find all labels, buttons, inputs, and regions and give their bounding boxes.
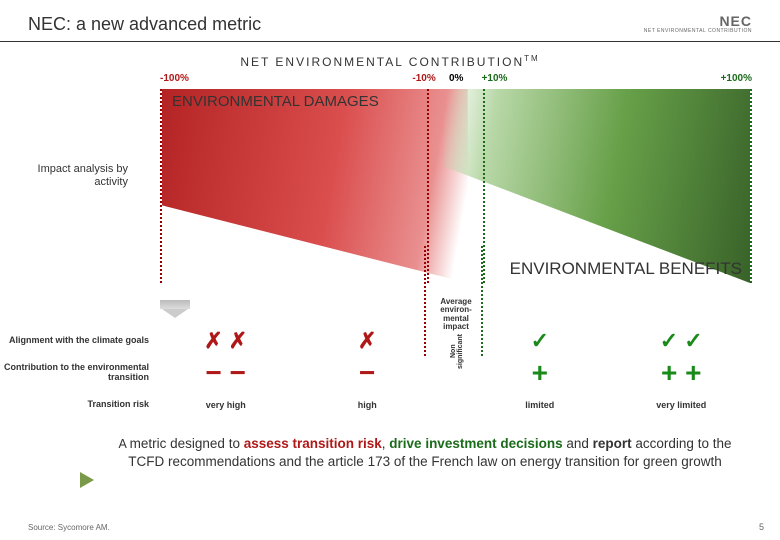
alignment-cell-3: ✓ (469, 330, 610, 352)
metric-name: NET ENVIRONMENTAL CONTRIBUTIONTM (0, 54, 780, 69)
risk-cell-2 (438, 401, 469, 410)
down-arrow-icon (160, 300, 190, 318)
alignment-cell-1: ✗ (296, 330, 437, 352)
risk-row: Transition risk very high high limited v… (0, 389, 752, 421)
contribution-cell-3: + (469, 359, 610, 387)
alignment-label: Alignment with the climate goals (0, 336, 155, 346)
risk-cell-3: limited (469, 401, 610, 410)
logo-subtitle: NET ENVIRONMENTAL CONTRIBUTION (644, 29, 752, 35)
contribution-label: Contribution to the environmental transi… (0, 363, 155, 383)
contribution-cell-1: − (296, 359, 437, 387)
contribution-cells: − − − + + + (155, 359, 752, 387)
risk-cells: very high high limited very limited (155, 401, 752, 410)
impact-analysis-label: Impact analysis by activity (28, 163, 128, 189)
benefits-label: ENVIRONMENTAL BENEFITS (510, 259, 742, 279)
bullet-arrow-icon (80, 472, 94, 488)
header-bar: NEC: a new advanced metric NEC NET ENVIR… (0, 0, 780, 42)
page-number: 5 (759, 522, 764, 532)
source-citation: Source: Sycomore AM. (28, 523, 110, 532)
axis-neg10: -10% (412, 73, 435, 84)
risk-cell-4: very limited (611, 401, 752, 410)
contribution-row: Contribution to the environmental transi… (0, 357, 752, 389)
alignment-cell-0: ✗ ✗ (155, 330, 296, 352)
nec-scale-diagram: Impact analysis by activity -100% +100% … (0, 73, 752, 283)
axis-max: +100% (721, 73, 752, 84)
axis-pos10: +10% (482, 73, 508, 84)
axis-min: -100% (160, 73, 189, 84)
contribution-cell-2 (438, 359, 469, 387)
page-title: NEC: a new advanced metric (28, 14, 261, 35)
alignment-cell-4: ✓ ✓ (611, 330, 752, 352)
footer-description: A metric designed to assess transition r… (110, 435, 740, 471)
alignment-row: Alignment with the climate goals ✗ ✗ ✗ ✓… (0, 325, 752, 357)
alignment-cells: ✗ ✗ ✗ ✓ ✓ ✓ Non significant (155, 330, 752, 352)
logo: NEC NET ENVIRONMENTAL CONTRIBUTION (644, 14, 752, 35)
risk-label: Transition risk (0, 400, 155, 410)
risk-cell-1: high (296, 401, 437, 410)
damages-label: ENVIRONMENTAL DAMAGES (172, 93, 379, 110)
contribution-cell-4: + + (611, 359, 752, 387)
axis-zero: 0% (449, 73, 463, 84)
indicator-table: Alignment with the climate goals ✗ ✗ ✗ ✓… (0, 325, 752, 421)
risk-cell-0: very high (155, 401, 296, 410)
logo-main: NEC (644, 14, 752, 29)
contribution-cell-0: − − (155, 359, 296, 387)
